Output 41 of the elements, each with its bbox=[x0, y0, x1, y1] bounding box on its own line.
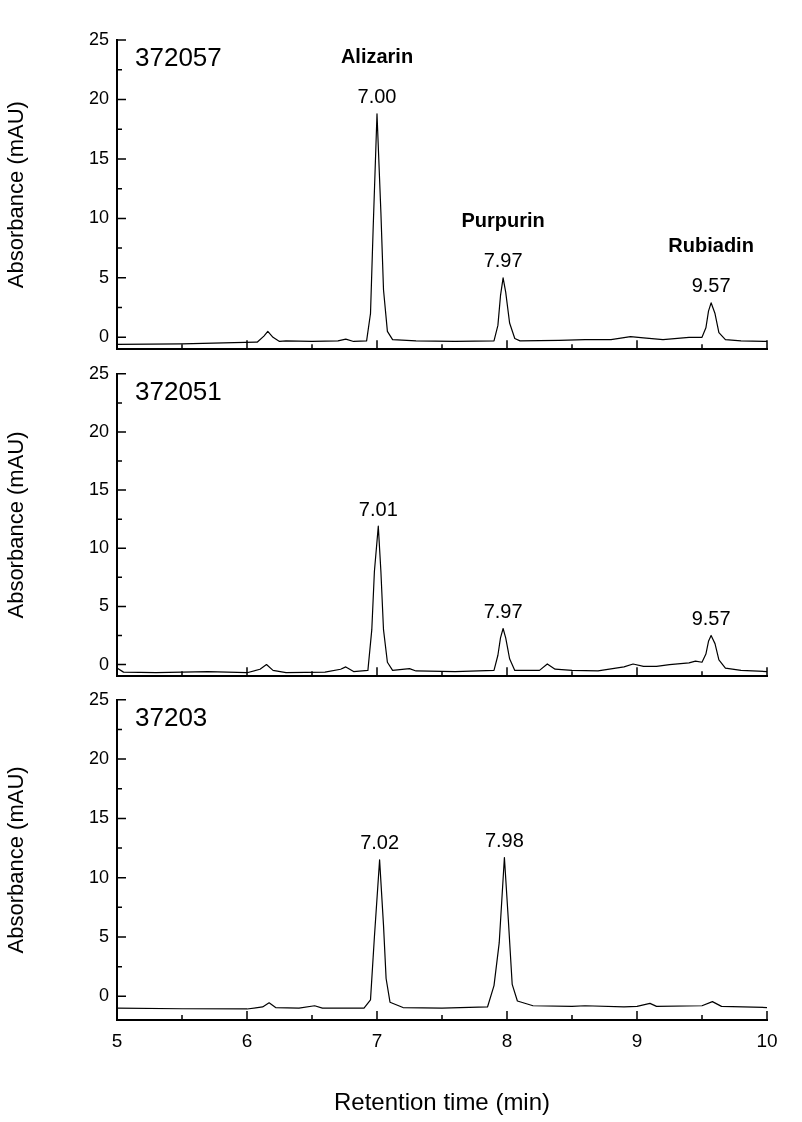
y-tick-label: 15 bbox=[88, 478, 109, 499]
y-tick-label: 10 bbox=[88, 207, 109, 228]
x-tick-label: 9 bbox=[631, 1029, 643, 1051]
x-tick-label: 8 bbox=[501, 1029, 513, 1051]
y-tick-label: 15 bbox=[88, 807, 109, 828]
chart-title: 372057 bbox=[135, 42, 222, 73]
annotation: Purpurin bbox=[461, 209, 545, 232]
annotation: Alizarin bbox=[340, 45, 414, 68]
y-tick-label: 10 bbox=[88, 536, 109, 557]
y-axis-title: Absorbance (mAU) bbox=[3, 766, 29, 954]
annotation: 7.01 bbox=[358, 497, 398, 520]
y-tick-label: 25 bbox=[88, 689, 109, 710]
annotation: 7.97 bbox=[483, 249, 523, 272]
y-axis-title: Absorbance (mAU) bbox=[3, 101, 29, 289]
annotation: 9.57 bbox=[691, 274, 731, 297]
chart-title: 37203 bbox=[135, 702, 208, 733]
y-tick-label: 25 bbox=[88, 362, 109, 383]
y-tick-label: 20 bbox=[88, 420, 109, 441]
y-tick-label: 0 bbox=[98, 326, 109, 347]
x-tick-label: 7 bbox=[371, 1029, 383, 1051]
y-axis-title: Absorbance (mAU) bbox=[3, 431, 29, 619]
annotation: 7.00 bbox=[357, 85, 397, 108]
y-tick-label: 0 bbox=[98, 985, 109, 1006]
annotation: Rubiadin bbox=[668, 234, 754, 257]
y-tick-label: 0 bbox=[98, 653, 109, 674]
y-tick-label: 5 bbox=[98, 266, 109, 287]
annotation: 7.02 bbox=[360, 831, 400, 854]
annotation: 7.98 bbox=[484, 829, 524, 852]
y-tick-label: 5 bbox=[98, 926, 109, 947]
y-tick-label: 15 bbox=[88, 147, 109, 168]
y-tick-label: 5 bbox=[98, 595, 109, 616]
y-tick-label: 20 bbox=[88, 748, 109, 769]
chart-title: 372051 bbox=[135, 375, 222, 406]
y-tick-label: 10 bbox=[88, 866, 109, 887]
x-tick-label: 10 bbox=[756, 1029, 778, 1051]
y-tick-label: 25 bbox=[88, 28, 109, 49]
x-axis-title: Retention time (min) bbox=[333, 1088, 551, 1116]
annotation: 9.57 bbox=[691, 606, 731, 629]
y-tick-label: 20 bbox=[88, 88, 109, 109]
x-tick-label: 6 bbox=[241, 1029, 253, 1051]
annotation: 7.97 bbox=[483, 599, 523, 622]
